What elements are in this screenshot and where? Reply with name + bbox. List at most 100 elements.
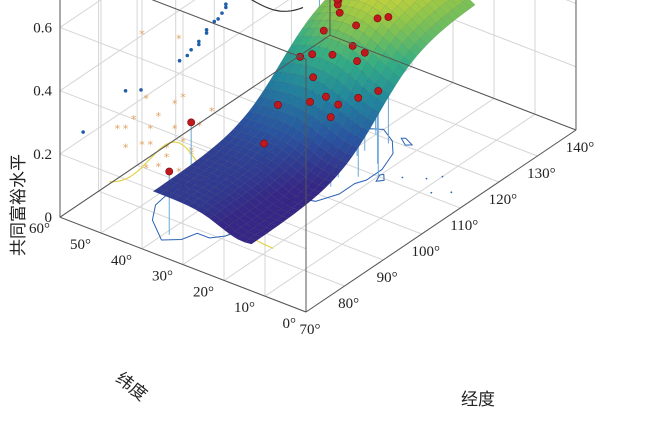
- projection-point-lat: *: [115, 123, 121, 136]
- fitted-surface: [152, 0, 476, 245]
- x-axis-label: 经度: [461, 390, 495, 410]
- projection-point-lon: [189, 47, 193, 52]
- x-tick-label: 140°: [566, 140, 595, 156]
- map-island-dot: [430, 191, 433, 194]
- axes-box: [59, 0, 577, 313]
- data-point: [308, 50, 317, 59]
- data-point: [274, 101, 282, 109]
- projection-point-lon: [123, 88, 128, 93]
- y-tick-label: 30°: [152, 269, 173, 285]
- x-tick-label: 120°: [489, 192, 518, 208]
- data-point: [326, 113, 335, 122]
- surface-facet: [432, 0, 446, 8]
- projection-point-lat: *: [139, 138, 145, 151]
- map-island-dot: [425, 177, 428, 180]
- data-point: [335, 8, 344, 17]
- projection-point-lat: *: [176, 32, 182, 45]
- data-point: [352, 21, 360, 30]
- projection-point-lon: [185, 53, 190, 58]
- projection-point-lat: *: [172, 97, 178, 110]
- projection-point-lat: *: [209, 105, 215, 118]
- projection-point-lat: *: [164, 142, 170, 155]
- surface-facet: [323, 0, 332, 2]
- projection-point-lat: *: [147, 138, 153, 151]
- projection-point-lon: [204, 31, 209, 35]
- box-edge: [305, 129, 577, 313]
- surface-facet: [427, 0, 441, 12]
- projection-point-lat: *: [176, 165, 182, 178]
- projection-fit-lon: [250, 0, 304, 12]
- surface-facet: [345, 0, 360, 8]
- projection-point-lon: [139, 88, 143, 92]
- data-points: [165, 0, 393, 176]
- map-island: [375, 173, 385, 182]
- data-point: [374, 87, 383, 95]
- surface-facet: [401, 0, 404, 1]
- z-tick-label: 0.6: [33, 20, 52, 36]
- z-tick-label: 0.2: [33, 147, 52, 163]
- floor-grid-line: [264, 113, 536, 297]
- data-point: [373, 14, 382, 23]
- projection-point-lon: [212, 19, 217, 24]
- projection-point-lat: *: [123, 123, 129, 136]
- projection-point-lat: *: [172, 123, 178, 136]
- data-point: [165, 167, 174, 176]
- data-point: [187, 118, 196, 127]
- y-tick-label: 60°: [29, 221, 50, 237]
- projection-point-lat: *: [143, 162, 149, 175]
- map-island-dot: [441, 175, 444, 178]
- data-point: [354, 93, 363, 102]
- projection-point-lon: [224, 2, 228, 6]
- projection-point-lat: *: [143, 93, 149, 106]
- surface-facet: [412, 0, 418, 3]
- data-point: [353, 57, 361, 65]
- projection-point-lat: *: [156, 110, 162, 123]
- box-edge: [329, 34, 577, 131]
- projection-point-lon: [204, 28, 209, 32]
- data-point: [309, 73, 318, 82]
- projection-point-lat: *: [164, 151, 170, 164]
- z-tick-label: 0.4: [33, 84, 52, 100]
- projection-point-lon: [224, 5, 228, 10]
- surface-facet: [444, 0, 458, 11]
- z-tick-label: 0: [45, 210, 53, 226]
- y-tick-label: 40°: [111, 253, 132, 269]
- projection-point-lat: *: [123, 142, 129, 155]
- projection-point-lon: [197, 39, 201, 44]
- x-tick-label: 130°: [527, 166, 556, 182]
- projection-point-lon: [197, 42, 201, 47]
- data-point: [360, 48, 369, 57]
- projection-point-lon: [220, 11, 224, 15]
- wall-grid-line: [59, 0, 102, 28]
- tick-labels: 00.20.40.60.870°80°90°100°110°120°130°14…: [29, 20, 595, 338]
- longitude-projection: [81, 0, 304, 134]
- data-point: [328, 50, 337, 59]
- wall-grid-line: [59, 0, 290, 155]
- surface-facet: [451, 0, 464, 7]
- x-tick-label: 70°: [300, 322, 321, 338]
- data-point: [260, 139, 268, 148]
- projection-point-lon: [177, 58, 182, 63]
- x-tick-label: 90°: [377, 270, 398, 286]
- surface-facet: [352, 0, 360, 2]
- projection-point-lat: *: [156, 161, 162, 174]
- box-edge: [59, 216, 307, 313]
- data-point: [322, 92, 330, 101]
- surface-facet: [358, 0, 370, 4]
- map-island-dot: [450, 191, 453, 194]
- projection-point-lon: [216, 17, 220, 21]
- y-tick-label: 50°: [70, 237, 91, 253]
- floor-grid-line: [223, 97, 495, 281]
- data-point: [333, 0, 342, 4]
- box-edge: [151, 0, 307, 60]
- x-tick-label: 110°: [450, 218, 478, 234]
- projection-point-lat: *: [147, 123, 153, 136]
- y-tick-label: 10°: [234, 300, 255, 316]
- projection-point-lat: *: [139, 28, 145, 41]
- data-point: [306, 97, 314, 106]
- projection-point-lat: *: [197, 119, 203, 132]
- surface-facet: [460, 0, 466, 3]
- data-point: [319, 26, 328, 35]
- projection-point-lon: [81, 130, 85, 134]
- surface-facet: [462, 0, 476, 9]
